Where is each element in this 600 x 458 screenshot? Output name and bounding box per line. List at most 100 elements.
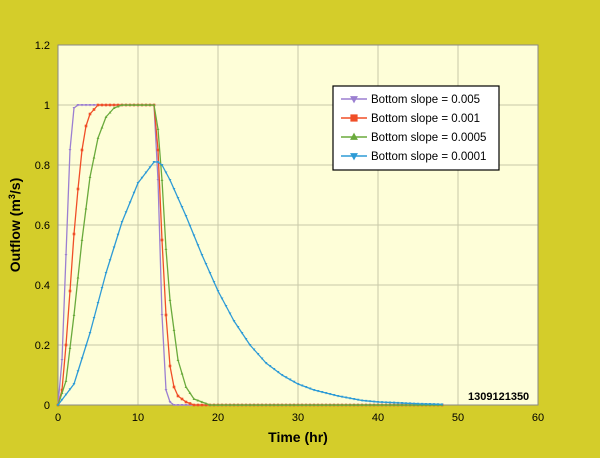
data-point: [204, 401, 208, 405]
data-point: [84, 206, 88, 210]
data-point: [408, 402, 412, 405]
data-point: [236, 325, 240, 329]
data-point: [372, 403, 376, 407]
data-point: [72, 106, 76, 110]
x-tick-label: 30: [292, 412, 304, 424]
data-point: [236, 403, 240, 407]
legend-marker: [350, 153, 358, 161]
data-point: [436, 403, 440, 406]
data-point: [244, 403, 248, 407]
data-point: [344, 396, 348, 400]
data-point: [188, 391, 192, 395]
data-point: [80, 148, 84, 152]
data-point: [396, 401, 400, 405]
data-point: [288, 403, 292, 407]
data-point: [440, 403, 444, 406]
data-point: [60, 398, 64, 402]
legend-marker: [350, 114, 358, 122]
data-point: [340, 403, 344, 407]
data-point: [92, 108, 96, 111]
data-point: [360, 399, 364, 403]
data-point: [144, 171, 148, 175]
data-point: [108, 110, 112, 114]
data-point: [184, 385, 188, 389]
data-point: [340, 395, 344, 399]
data-point: [148, 166, 152, 169]
data-point: [88, 103, 92, 107]
data-point: [216, 289, 220, 293]
data-point: [304, 385, 308, 389]
data-point: [432, 403, 436, 406]
data-point: [352, 403, 356, 407]
data-point: [64, 343, 68, 347]
legend-label: Bottom slope = 0.0001: [371, 151, 486, 163]
data-point: [384, 401, 388, 404]
data-point: [272, 403, 276, 407]
legend: Bottom slope = 0.005 Bottom slope = 0.001…: [332, 85, 500, 171]
data-point: [116, 233, 120, 237]
data-point: [132, 191, 136, 195]
data-point: [368, 403, 372, 407]
data-point: [192, 403, 196, 407]
data-point: [232, 319, 236, 323]
data-point: [68, 346, 72, 350]
data-point: [268, 364, 272, 368]
x-tick-label: 10: [132, 412, 144, 424]
data-point: [316, 389, 320, 393]
data-point: [288, 378, 292, 382]
data-point: [76, 187, 80, 191]
data-point: [172, 328, 176, 332]
data-point: [248, 403, 252, 407]
y-tick-label: 0: [44, 400, 50, 412]
data-point: [136, 103, 140, 107]
data-point: [300, 384, 304, 388]
data-point: [164, 171, 168, 175]
data-point: [164, 313, 168, 317]
data-point: [108, 259, 112, 262]
data-point: [264, 403, 268, 407]
data-point: [392, 403, 396, 407]
data-point: [100, 125, 104, 129]
data-point: [160, 313, 164, 317]
data-point: [376, 400, 380, 404]
data-point: [192, 234, 196, 238]
data-point: [92, 316, 96, 320]
data-point: [272, 367, 276, 371]
data-point: [104, 271, 108, 275]
data-point: [84, 124, 88, 128]
x-tick-label: 40: [372, 412, 384, 424]
data-point: [96, 301, 100, 305]
x-tick-label: 20: [212, 412, 224, 424]
data-point: [264, 361, 268, 365]
data-point: [184, 400, 188, 404]
data-point: [244, 337, 248, 341]
x-axis-ticks: 0 10 20 30 40 50 60: [55, 412, 544, 424]
figure-id-annotation: 1309121350: [468, 391, 529, 403]
data-point: [192, 397, 196, 401]
data-point: [76, 370, 80, 373]
y-tick-label: 0.2: [35, 340, 50, 352]
data-point: [124, 103, 128, 107]
data-point: [392, 401, 396, 405]
data-point: [256, 403, 260, 407]
data-point: [412, 402, 416, 406]
data-point: [292, 380, 296, 384]
data-point: [380, 401, 384, 404]
y-axis-ticks: 0 0.2 0.4 0.6 0.8 1 1.2: [35, 40, 50, 412]
data-point: [152, 103, 156, 107]
data-point: [268, 403, 272, 407]
data-point: [356, 403, 360, 407]
data-point: [312, 403, 316, 407]
x-axis-label: Time (hr): [268, 429, 328, 445]
data-point: [428, 403, 432, 406]
data-point: [320, 390, 324, 394]
legend-marker: [350, 132, 358, 140]
data-point: [172, 385, 176, 389]
data-point: [204, 262, 208, 266]
data-point: [160, 163, 164, 167]
data-point: [276, 370, 280, 374]
data-point: [168, 178, 172, 182]
data-point: [96, 103, 100, 107]
data-point: [76, 103, 80, 107]
data-point: [240, 403, 244, 407]
